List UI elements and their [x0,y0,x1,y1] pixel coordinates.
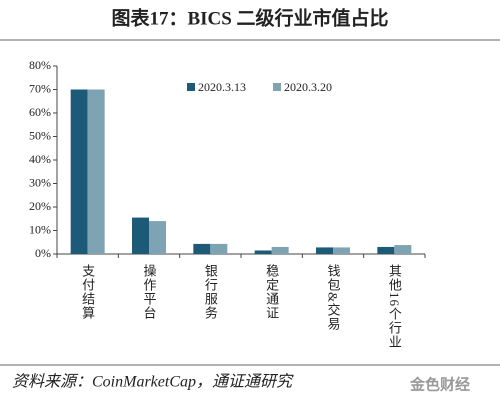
x-tick-label: 钱包&交易 [326,264,341,332]
y-tick-label: 50% [29,128,51,142]
y-tick-label: 10% [29,222,51,236]
bar [316,247,333,254]
legend-label: 2020.3.20 [284,80,332,94]
y-tick-label: 60% [29,105,51,119]
bar [254,250,272,254]
watermark: 金色财经 [409,376,470,394]
y-tick-label: 80% [29,58,51,72]
x-tick-label: 稳定通证 [264,263,279,320]
y-tick-label: 0% [35,246,51,260]
chart-title: 图表17：BICS 二级行业市值占比 [111,6,388,29]
y-tick-label: 70% [29,81,51,95]
legend-label: 2020.3.13 [198,80,246,94]
bar [70,89,88,254]
legend-swatch [273,83,281,91]
x-tick-label: 银行服务 [203,264,218,320]
y-tick-label: 40% [29,152,51,166]
x-tick-label: 其他16个行业 [387,264,402,349]
bar [333,247,350,254]
bar [87,89,105,254]
source-note: 资料来源：CoinMarketCap，通证通研究 [12,373,294,391]
bar [132,217,149,254]
bar [394,245,412,254]
bar [377,246,395,254]
legend-swatch [187,83,195,91]
bar [210,243,228,254]
y-tick-label: 20% [29,199,51,213]
x-tick-label: 支付结算 [80,264,95,320]
y-tick-label: 30% [29,175,51,189]
bar [149,221,166,254]
x-tick-label: 操作平台 [142,263,157,320]
bar [193,243,211,254]
bar [271,246,289,254]
